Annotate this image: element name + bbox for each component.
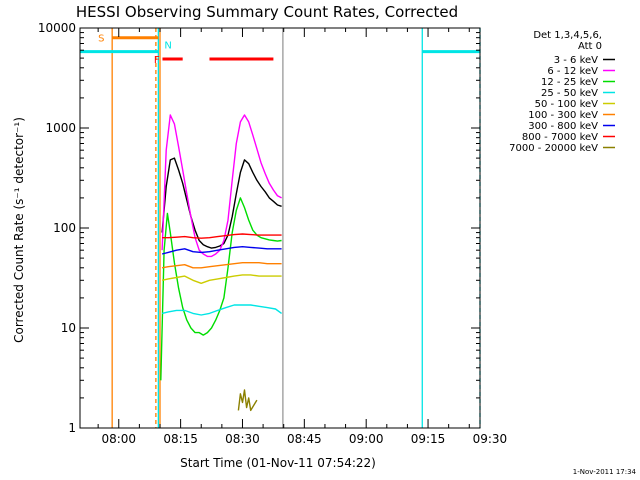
plot-frame <box>79 27 481 429</box>
series-line <box>161 304 283 316</box>
series-line <box>161 262 282 269</box>
series-line <box>161 274 282 284</box>
series-line <box>161 114 282 258</box>
legend-entry-label: 50 - 100 keV <box>535 99 599 110</box>
legend-entry-label: 100 - 300 keV <box>528 110 598 121</box>
series-line <box>161 245 282 255</box>
legend-entry-label: 7000 - 20000 keV <box>509 143 598 154</box>
x-tick-label: 08:00 <box>101 432 136 446</box>
legend-entry-label: 25 - 50 keV <box>541 88 598 99</box>
x-tick-label: 08:30 <box>225 432 260 446</box>
legend-header: Det 1,3,4,5,6, <box>533 30 602 41</box>
series-line <box>162 233 282 239</box>
x-tick-label: 09:15 <box>411 432 446 446</box>
y-tick-label: 1 <box>68 421 76 435</box>
x-axis-label: Start Time (01-Nov-11 07:54:22) <box>180 456 376 470</box>
legend-entry-label: 6 - 12 keV <box>547 66 598 77</box>
legend-entry-label: 300 - 800 keV <box>528 121 598 132</box>
y-tick-label: 1000 <box>45 121 76 135</box>
flare-label: F <box>154 55 160 66</box>
night-label: N <box>164 41 171 52</box>
chart-title: HESSI Observing Summary Count Rates, Cor… <box>76 3 458 21</box>
legend-header: Att 0 <box>578 41 602 52</box>
series-layer <box>160 114 283 412</box>
x-tick-label: 08:45 <box>287 432 322 446</box>
legend-entry-label: 3 - 6 keV <box>554 55 598 66</box>
y-tick-label: 100 <box>53 221 76 235</box>
legend-entry-label: 12 - 25 keV <box>541 77 598 88</box>
footer-timestamp: 1-Nov-2011 17:34 <box>573 468 637 476</box>
series-line <box>237 389 258 412</box>
saa-label: S <box>98 34 104 45</box>
y-axis: 10000 1000 100 10 1 <box>38 21 480 435</box>
x-tick-label: 09:00 <box>349 432 384 446</box>
x-tick-label: 08:15 <box>163 432 198 446</box>
y-axis-label: Corrected Count Rate (s⁻¹ detector⁻¹) <box>12 117 26 343</box>
y-tick-label: 10000 <box>38 21 76 35</box>
annotation-layer: S NF <box>80 28 481 428</box>
legend-entry-label: 800 - 7000 keV <box>522 132 598 143</box>
series-line <box>160 197 282 381</box>
x-axis: 08:00 08:15 08:30 08:45 09:00 09:15 09:30 <box>97 28 508 446</box>
y-tick-label: 10 <box>61 321 76 335</box>
x-tick-label: 09:30 <box>473 432 508 446</box>
